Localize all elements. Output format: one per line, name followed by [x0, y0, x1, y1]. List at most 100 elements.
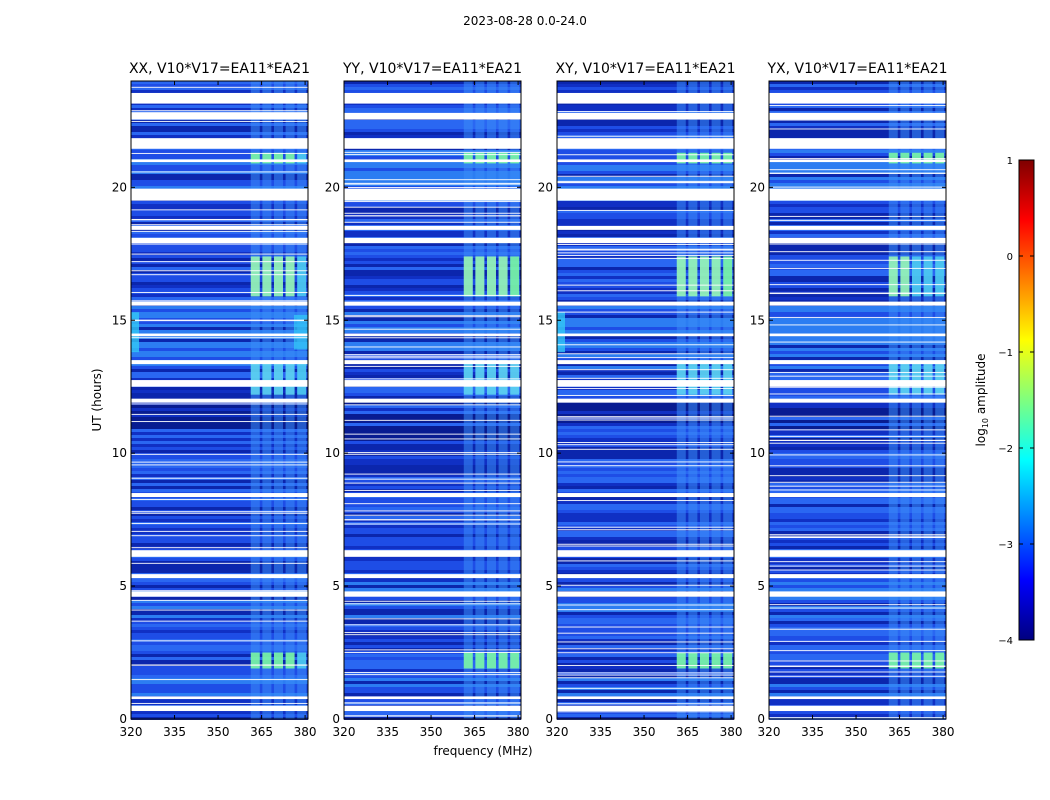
- time-row-stripe: [557, 603, 734, 606]
- time-row-stripe: [131, 561, 308, 564]
- time-row-stripe: [557, 657, 734, 660]
- time-row-stripe: [344, 435, 521, 438]
- time-row-stripe: [344, 291, 521, 294]
- flagged-band: [131, 591, 308, 597]
- time-row-stripe: [557, 81, 734, 84]
- time-row-stripe: [557, 288, 734, 291]
- time-row-stripe: [769, 342, 946, 345]
- y-tick-label: 5: [119, 579, 127, 593]
- rfi-burst: [250, 256, 260, 297]
- time-row-stripe: [769, 534, 946, 537]
- rfi-burst: [699, 652, 709, 669]
- time-row-stripe: [344, 270, 521, 273]
- time-row-stripe: [131, 126, 308, 129]
- time-row-stripe: [344, 129, 521, 132]
- time-row-stripe: [344, 174, 521, 177]
- time-row-stripe: [557, 597, 734, 600]
- y-tick-label: 10: [325, 446, 340, 460]
- time-row-stripe: [557, 270, 734, 273]
- time-row-stripe: [344, 669, 521, 672]
- time-row-stripe: [769, 363, 946, 366]
- colorbar-label-sub: 10: [981, 418, 990, 428]
- time-row-stripe: [131, 423, 308, 426]
- time-row-stripe: [344, 132, 521, 135]
- time-row-stripe: [344, 162, 521, 165]
- time-row-stripe: [557, 162, 734, 165]
- rfi-burst: [688, 256, 698, 297]
- time-row-stripe: [344, 261, 521, 264]
- y-tick-label: 15: [112, 313, 127, 327]
- flagged-line: [769, 292, 946, 294]
- time-row-stripe: [344, 456, 521, 459]
- time-row-stripe: [557, 462, 734, 465]
- time-row-stripe: [131, 624, 308, 627]
- time-row-stripe: [769, 276, 946, 279]
- time-row-stripe: [344, 243, 521, 246]
- time-row-stripe: [131, 600, 308, 603]
- rfi-burst: [676, 360, 686, 395]
- time-row-stripe: [769, 618, 946, 621]
- time-row-stripe: [131, 426, 308, 429]
- rfi-burst: [285, 152, 295, 164]
- rfi-burst: [498, 152, 508, 164]
- time-row-stripe: [769, 579, 946, 582]
- time-row-stripe: [344, 546, 521, 549]
- time-row-stripe: [769, 414, 946, 417]
- panel-1: YY, V10*V17=EA11*EA21 320 335 350 365 380 0 5 10…: [325, 61, 530, 739]
- time-row-stripe: [344, 396, 521, 399]
- time-row-stripe: [131, 528, 308, 531]
- flagged-band: [557, 574, 734, 579]
- time-row-stripe: [344, 534, 521, 537]
- time-row-stripe: [557, 714, 734, 717]
- x-tick-label: 380: [720, 725, 743, 739]
- flagged-band: [557, 301, 734, 306]
- time-row-stripe: [557, 324, 734, 327]
- flagged-line: [769, 640, 946, 642]
- flagged-band: [131, 159, 308, 163]
- time-row-stripe: [344, 468, 521, 471]
- time-row-stripe: [557, 330, 734, 333]
- time-row-stripe: [769, 309, 946, 312]
- flagged-line: [769, 169, 946, 171]
- flagged-line: [131, 230, 308, 232]
- colorbar-label-log: log: [974, 428, 988, 446]
- time-row-stripe: [769, 639, 946, 642]
- time-row-stripe: [769, 651, 946, 654]
- flagged-line: [557, 419, 734, 421]
- rfi-burst: [273, 256, 283, 297]
- time-row-stripe: [769, 204, 946, 207]
- time-row-stripe: [344, 663, 521, 666]
- time-row-stripe: [344, 471, 521, 474]
- y-tick-label: 15: [750, 313, 765, 327]
- time-row-stripe: [131, 372, 308, 375]
- time-row-stripe: [344, 660, 521, 663]
- time-row-stripe: [131, 324, 308, 327]
- rfi-burst: [262, 652, 272, 669]
- time-row-stripe: [131, 396, 308, 399]
- time-row-stripe: [344, 684, 521, 687]
- flagged-line: [557, 417, 734, 419]
- time-row-stripe: [131, 675, 308, 678]
- y-tick-label: 0: [119, 712, 127, 726]
- time-row-stripe: [769, 273, 946, 276]
- time-row-stripe: [769, 468, 946, 471]
- time-row-stripe: [557, 627, 734, 630]
- rfi-burst: [463, 652, 473, 669]
- time-row-stripe: [769, 540, 946, 543]
- time-row-stripe: [557, 672, 734, 675]
- time-row-stripe: [344, 351, 521, 354]
- time-row-stripe: [344, 249, 521, 252]
- time-row-stripe: [769, 180, 946, 183]
- flagged-line: [557, 545, 734, 547]
- time-row-stripe: [131, 180, 308, 183]
- flagged-line: [344, 674, 521, 676]
- time-row-stripe: [131, 369, 308, 372]
- time-row-stripe: [131, 354, 308, 357]
- flagged-band: [131, 493, 308, 498]
- time-row-stripe: [557, 183, 734, 186]
- flagged-line: [131, 511, 308, 513]
- flagged-line: [344, 632, 521, 634]
- flagged-line: [131, 253, 308, 255]
- time-row-stripe: [131, 513, 308, 516]
- time-row-stripe: [344, 561, 521, 564]
